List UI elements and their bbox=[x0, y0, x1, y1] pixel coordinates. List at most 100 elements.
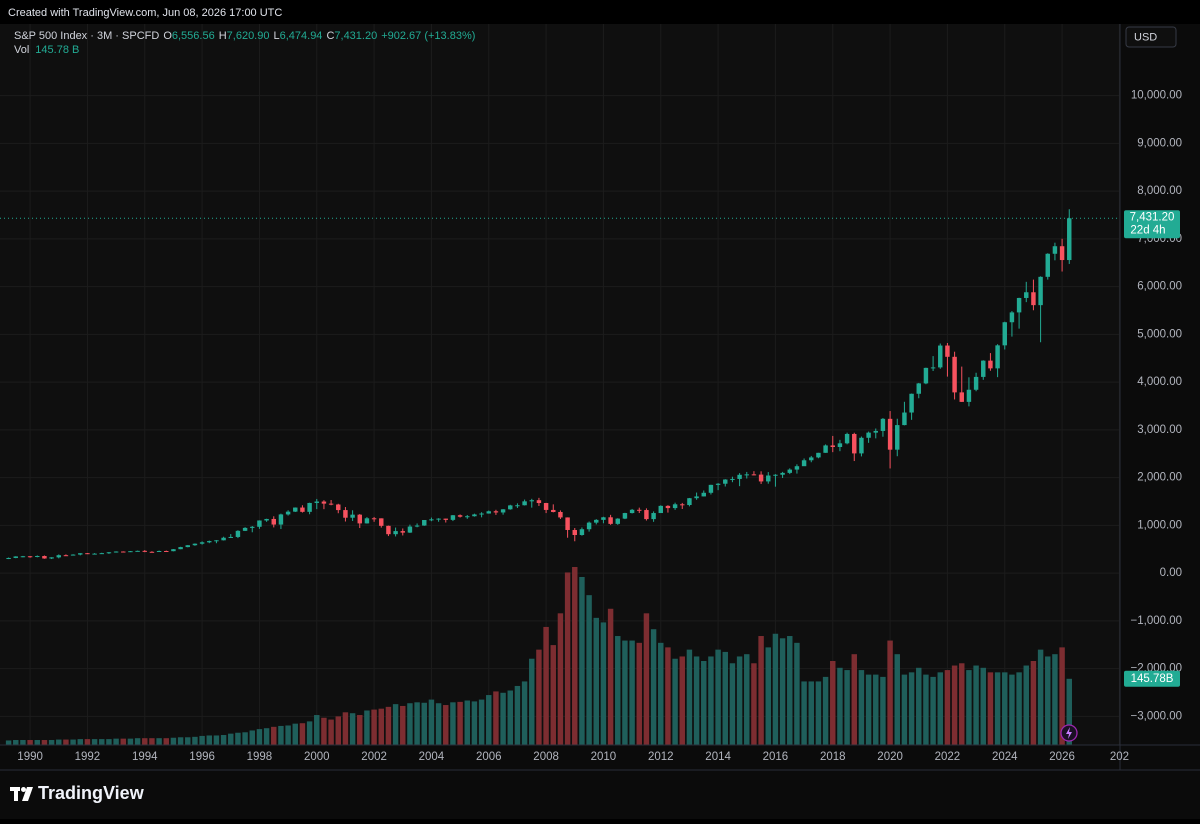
volume-bar bbox=[930, 676, 936, 745]
volume-bar bbox=[185, 737, 191, 745]
volume-bar bbox=[400, 705, 406, 745]
y-tick-label: 2,000.00 bbox=[1137, 472, 1182, 484]
candle-body bbox=[658, 505, 663, 514]
volume-bar bbox=[966, 670, 972, 745]
candle-body bbox=[787, 469, 792, 473]
candle-body bbox=[823, 445, 828, 453]
volume-bar bbox=[1002, 672, 1008, 745]
candle-body bbox=[665, 505, 671, 509]
candle-body bbox=[128, 551, 133, 553]
volume-bar bbox=[994, 672, 1001, 745]
candle-body bbox=[830, 445, 835, 448]
volume-bar bbox=[658, 642, 664, 745]
candle-body bbox=[278, 514, 284, 525]
candle-body bbox=[852, 433, 857, 454]
volume-bar bbox=[170, 737, 177, 745]
volume-bar bbox=[450, 702, 456, 745]
candle-body bbox=[407, 526, 413, 533]
volume-bar bbox=[543, 626, 549, 745]
candle-body bbox=[207, 541, 212, 543]
candle-body bbox=[744, 474, 749, 476]
volume-bar bbox=[701, 660, 707, 745]
volume-bar bbox=[944, 670, 951, 745]
currency-label[interactable]: USD bbox=[1134, 31, 1157, 43]
volume-bar bbox=[507, 690, 513, 745]
volume-bar bbox=[335, 716, 341, 745]
candle-body bbox=[723, 479, 728, 484]
candle-body bbox=[70, 554, 76, 556]
volume-bar bbox=[557, 613, 564, 745]
volume-bar bbox=[643, 613, 650, 745]
candle-body bbox=[35, 556, 40, 558]
candle-body bbox=[99, 553, 104, 555]
y-tick-label: 8,000.00 bbox=[1137, 185, 1182, 197]
volume-bar bbox=[99, 739, 105, 745]
volume-bar bbox=[1016, 672, 1022, 745]
volume-bar bbox=[593, 617, 599, 745]
alert-bolt bbox=[1066, 727, 1072, 739]
volume-bar bbox=[736, 656, 743, 745]
volume-bar bbox=[779, 638, 786, 745]
volume-bar bbox=[722, 651, 728, 745]
candle-body bbox=[1038, 276, 1043, 306]
volume-bar bbox=[1009, 674, 1015, 745]
y-tick-label: 1,000.00 bbox=[1137, 519, 1182, 531]
candle-body bbox=[472, 514, 477, 517]
volume-bar bbox=[536, 649, 542, 745]
volume-bar bbox=[858, 670, 865, 745]
volume-bar bbox=[880, 676, 886, 745]
candle-body bbox=[300, 507, 305, 512]
x-tick-label: 2004 bbox=[419, 751, 445, 763]
candle-body bbox=[608, 517, 613, 524]
candle-body bbox=[56, 555, 61, 558]
candle-body bbox=[436, 518, 441, 520]
volume-bar bbox=[679, 656, 685, 745]
candle-body bbox=[543, 503, 549, 510]
candle-body bbox=[715, 483, 721, 485]
volume-bar bbox=[672, 658, 678, 745]
volume-bar bbox=[48, 740, 55, 745]
volume-bar bbox=[70, 739, 76, 745]
candle-body bbox=[357, 514, 362, 524]
candle-body bbox=[1016, 297, 1022, 313]
candle-body bbox=[859, 437, 864, 454]
volume-bar bbox=[529, 658, 535, 745]
volume-bar bbox=[830, 660, 836, 745]
candle-body bbox=[1009, 312, 1015, 323]
candle-body bbox=[450, 515, 456, 520]
candle-body bbox=[966, 389, 972, 402]
volume-bar bbox=[464, 700, 470, 745]
candle-body bbox=[465, 516, 470, 518]
volume-bar bbox=[421, 702, 427, 745]
volume-bar bbox=[636, 642, 642, 745]
logo-part bbox=[21, 787, 26, 792]
candle-body bbox=[701, 492, 706, 497]
volume-bar bbox=[729, 663, 736, 745]
volume-bar bbox=[457, 701, 463, 745]
currency-button[interactable] bbox=[1125, 26, 1177, 48]
volume-bar bbox=[650, 629, 657, 745]
candle-body bbox=[1002, 322, 1007, 346]
volume-bar bbox=[1066, 678, 1072, 745]
candle-body bbox=[522, 501, 527, 506]
candle-body bbox=[766, 475, 771, 482]
candle-body bbox=[293, 507, 298, 512]
volume-bar bbox=[435, 703, 442, 745]
volume-bar bbox=[235, 732, 241, 745]
volume-bar bbox=[586, 595, 592, 745]
x-tick-label: 1992 bbox=[75, 751, 101, 763]
y-tick-label: 3,000.00 bbox=[1137, 424, 1182, 436]
countdown-label: 22d 4h bbox=[1130, 224, 1165, 236]
volume-bar bbox=[471, 701, 478, 745]
volume-bar bbox=[271, 726, 277, 745]
candle-body bbox=[285, 511, 291, 515]
candle-body bbox=[328, 503, 334, 505]
volume-bar bbox=[228, 733, 234, 745]
candle-body bbox=[536, 500, 542, 504]
x-tick-label: 2024 bbox=[992, 751, 1018, 763]
y-tick-label: 0.00 bbox=[1160, 567, 1182, 579]
candle-body bbox=[192, 543, 198, 546]
volume-bar bbox=[493, 691, 499, 745]
